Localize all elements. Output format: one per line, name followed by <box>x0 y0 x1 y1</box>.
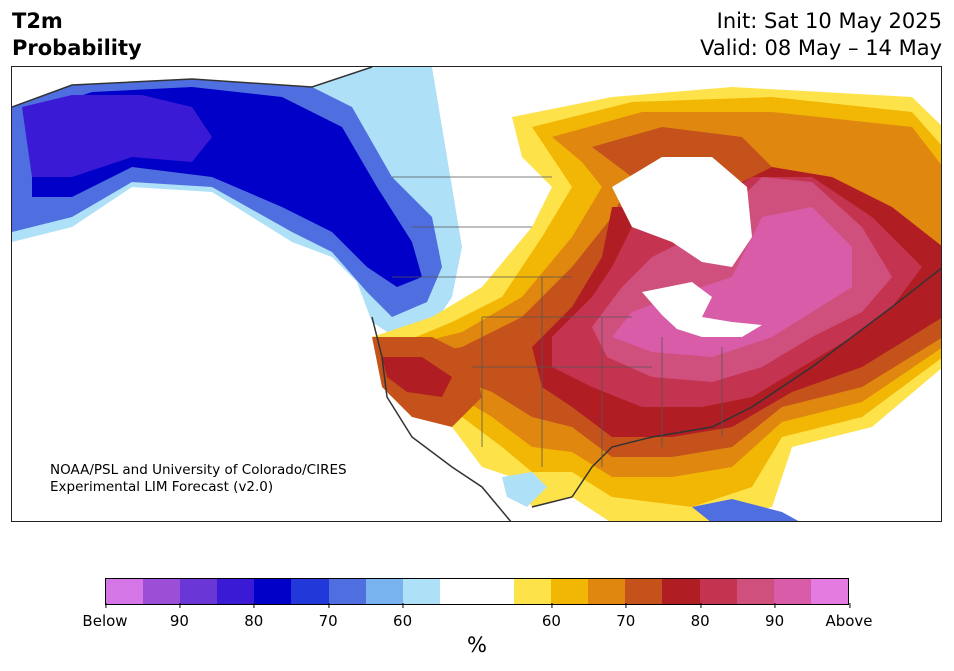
colorbar-swatch <box>625 579 663 604</box>
cuba-island <box>692 499 799 521</box>
colorbar-tick-label: 90 <box>170 603 189 630</box>
colorbar-tick-label: Above <box>825 603 873 630</box>
colorbar-swatch <box>254 579 292 604</box>
colorbar-swatch <box>143 579 181 604</box>
map-canvas <box>12 67 941 521</box>
map-title: T2m Probability <box>12 8 142 62</box>
colorbar-swatch <box>662 579 700 604</box>
title-line-1: T2m <box>12 9 63 33</box>
colorbar-ticks: Below 90 80 70 60 60 70 80 90 Above <box>82 603 873 630</box>
colorbar-tick-label: 60 <box>542 603 561 630</box>
colorbar-swatch <box>217 579 255 604</box>
colorbar-swatch <box>514 579 552 604</box>
colorbar-tick-label: 70 <box>616 603 635 630</box>
colorbar-tick-label: 80 <box>691 603 710 630</box>
colorbar-swatch <box>476 579 515 604</box>
colorbar-tick-label: 90 <box>765 603 784 630</box>
colorbar-swatch <box>365 579 403 604</box>
colorbar-swatch <box>439 579 477 604</box>
colorbar-swatch <box>773 579 811 604</box>
credit-line-2: Experimental LIM Forecast (v2.0) <box>50 479 274 495</box>
colorbar-swatch <box>810 579 848 604</box>
colorbar-swatch <box>551 579 589 604</box>
colorbar-tick-label: Below <box>82 603 128 630</box>
title-line-2: Probability <box>12 36 142 60</box>
colorbar-tick-label: 80 <box>244 603 263 630</box>
colorbar-swatch <box>736 579 774 604</box>
forecast-dates: Init: Sat 10 May 2025 Valid: 08 May – 14… <box>700 8 942 62</box>
map-credit: NOAA/PSL and University of Colorado/CIRE… <box>50 462 347 496</box>
colorbar-swatch <box>699 579 737 604</box>
credit-line-1: NOAA/PSL and University of Colorado/CIRE… <box>50 462 347 478</box>
probability-colorbar <box>105 578 849 605</box>
colorbar-tick-label: 70 <box>319 603 338 630</box>
colorbar-swatch <box>291 579 329 604</box>
state-borders <box>392 176 723 467</box>
cold-region-deep <box>22 95 212 177</box>
coastline-outline <box>12 67 941 521</box>
probability-map: NOAA/PSL and University of Colorado/CIRE… <box>11 66 942 522</box>
southwest-core <box>382 357 452 397</box>
hudson-bay <box>612 157 752 267</box>
valid-range: Valid: 08 May – 14 May <box>700 36 942 60</box>
colorbar-swatch <box>106 579 144 604</box>
mexico-blue-patch <box>502 472 547 507</box>
colorbar-swatch <box>588 579 626 604</box>
colorbar-swatch <box>402 579 440 604</box>
colorbar-unit: % <box>467 633 487 657</box>
colorbar-swatch <box>328 579 366 604</box>
great-lakes <box>642 282 762 337</box>
init-date: Init: Sat 10 May 2025 <box>716 9 942 33</box>
colorbar-tick-label: 60 <box>393 603 412 630</box>
colorbar-swatch <box>180 579 218 604</box>
